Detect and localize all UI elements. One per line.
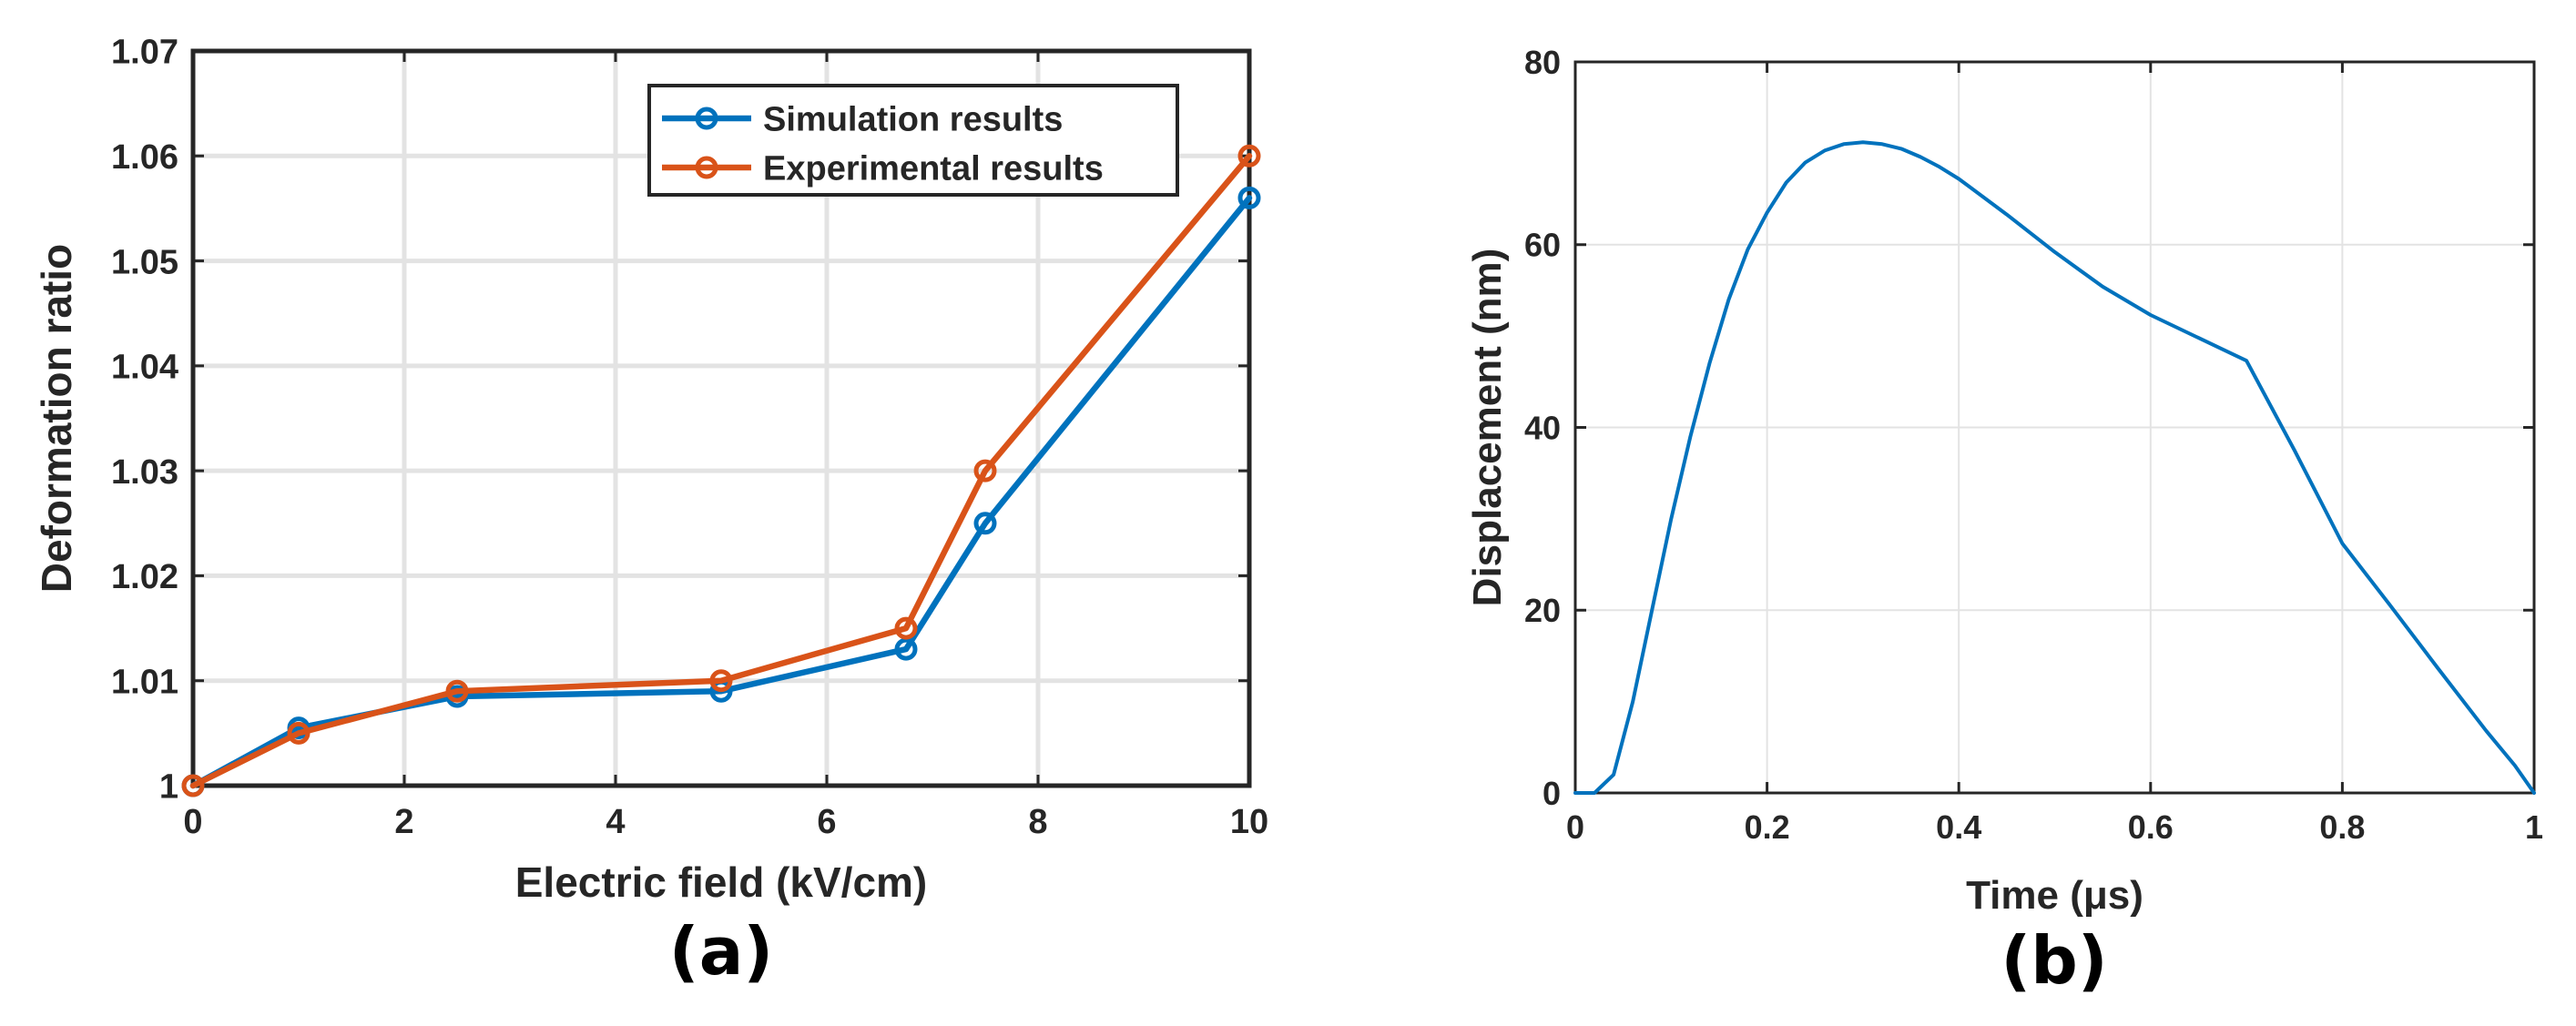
axes-box xyxy=(190,48,1252,788)
data-point-0 xyxy=(1237,186,1261,209)
data-point-0 xyxy=(894,637,918,661)
y-tick-label: 1.06 xyxy=(111,138,178,177)
x-axis-label: Time (μs) xyxy=(1966,873,2143,918)
x-tick-label: 0 xyxy=(1566,808,1584,846)
data-point-1 xyxy=(445,679,469,703)
series-line-0 xyxy=(1573,140,2536,795)
y-tick-label: 60 xyxy=(1524,227,1561,264)
y-tick-label: 1 xyxy=(159,768,178,807)
y-tick-label: 40 xyxy=(1524,409,1561,446)
y-tick-label: 0 xyxy=(1543,775,1561,812)
data-point-1 xyxy=(973,459,997,483)
x-tick-label: 6 xyxy=(817,803,836,841)
x-tick-label: 10 xyxy=(1230,803,1268,841)
x-tick-label: 4 xyxy=(606,803,625,841)
x-tick-label: 0 xyxy=(183,803,202,841)
y-tick-label: 1.04 xyxy=(111,349,178,387)
y-axis-label: Displacement (nm) xyxy=(1465,249,1510,607)
data-point-1 xyxy=(287,721,311,745)
y-tick-label: 1.01 xyxy=(111,663,178,701)
x-tick-label: 2 xyxy=(394,803,413,841)
legend-label-1: Experimental results xyxy=(763,150,1104,188)
chart-b: 0 0.2 0.4 0.6 0.8 1 0 20 40 60 80 Time (μs) Displace… xyxy=(1465,44,2543,999)
data-point-1 xyxy=(1237,144,1261,168)
y-tick-label: 1.05 xyxy=(111,243,178,281)
data-point-1 xyxy=(181,774,205,797)
x-tick-label: 0.4 xyxy=(1936,808,1981,846)
legend-box xyxy=(647,84,1179,197)
x-tick-label: 8 xyxy=(1028,803,1047,841)
data-point-1 xyxy=(709,669,733,693)
x-axis-label: Electric field (kV/cm) xyxy=(515,858,928,906)
data-point-0 xyxy=(973,512,997,535)
data-point-1 xyxy=(894,616,918,640)
panel-label: (b) xyxy=(2001,922,2107,999)
y-tick-label: 1.07 xyxy=(111,34,178,72)
y-tick-label: 1.03 xyxy=(111,453,178,492)
legend-swatch-marker-1 xyxy=(695,156,718,179)
y-tick-label: 1.02 xyxy=(111,558,178,596)
series-line-1 xyxy=(189,153,1253,789)
legend-label-0: Simulation results xyxy=(763,101,1063,139)
x-tick-label: 0.8 xyxy=(2319,808,2365,846)
x-tick-label: 0.6 xyxy=(2128,808,2174,846)
y-tick-label: 80 xyxy=(1524,44,1561,81)
chart-a: 0 2 4 6 8 10 1 1.01 1.02 1.03 1.04 1.05 1.06 1.07 Elec… xyxy=(33,34,1268,990)
x-tick-label: 1 xyxy=(2525,808,2543,846)
x-tick-label: 0.2 xyxy=(1745,808,1790,846)
panel-label: (a) xyxy=(669,913,773,990)
legend-swatch-marker-0 xyxy=(695,107,718,130)
y-tick-label: 20 xyxy=(1524,592,1561,629)
y-axis-label: Deformation ratio xyxy=(33,244,80,593)
